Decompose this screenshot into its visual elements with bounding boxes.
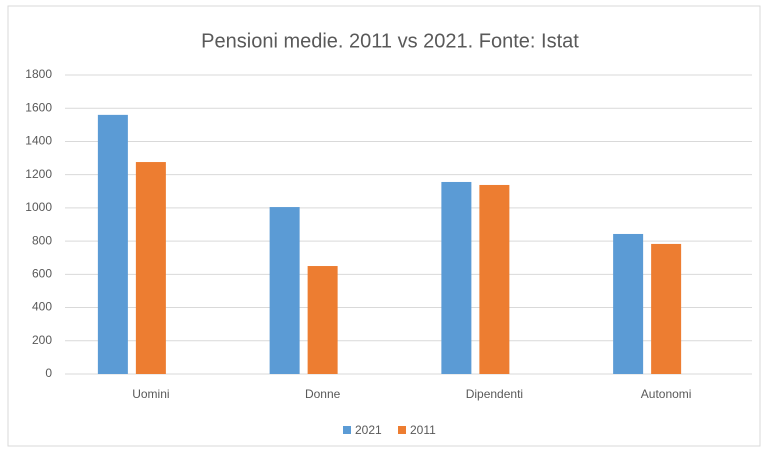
- bar: [479, 184, 510, 374]
- bar: [269, 207, 300, 374]
- y-tick-label: 1600: [25, 100, 52, 114]
- bar: [613, 233, 644, 374]
- bar: [135, 162, 166, 374]
- legend-label: 2021: [355, 423, 382, 437]
- bar: [651, 243, 682, 374]
- y-tick-label: 1200: [25, 167, 52, 181]
- legend-label: 2011: [410, 423, 436, 437]
- x-tick-label: Autonomi: [641, 387, 692, 401]
- x-tick-label: Dipendenti: [466, 387, 523, 401]
- bar: [97, 114, 128, 374]
- legend-swatch: [398, 426, 406, 434]
- bar: [441, 181, 472, 374]
- x-tick-label: Donne: [305, 387, 341, 401]
- y-tick-label: 400: [32, 300, 52, 314]
- y-tick-label: 1400: [25, 134, 52, 148]
- chart-title: Pensioni medie. 2011 vs 2021. Fonte: Ist…: [201, 30, 579, 52]
- legend-swatch: [343, 426, 351, 434]
- y-tick-label: 600: [32, 267, 52, 281]
- y-tick-label: 1800: [25, 67, 52, 81]
- y-tick-label: 800: [32, 233, 52, 247]
- bar: [307, 266, 338, 374]
- x-tick-label: Uomini: [132, 387, 169, 401]
- y-tick-label: 1000: [25, 200, 52, 214]
- y-tick-label: 200: [32, 333, 52, 347]
- y-tick-label: 0: [45, 366, 52, 380]
